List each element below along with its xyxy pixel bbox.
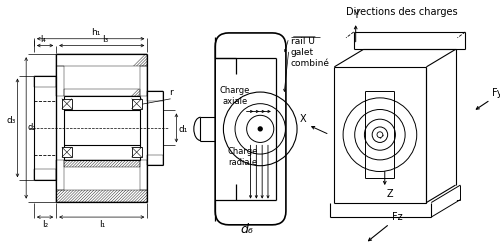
Text: l₁: l₁	[98, 220, 105, 229]
Text: Fy: Fy	[492, 88, 500, 98]
Text: galet
combiné: galet combiné	[291, 48, 330, 68]
Text: d₃: d₃	[6, 116, 16, 125]
Text: Directions des charges: Directions des charges	[346, 7, 458, 17]
Bar	[62, 99, 72, 108]
Text: Y: Y	[353, 10, 358, 20]
Text: h₁: h₁	[91, 28, 100, 37]
Text: X: X	[300, 114, 306, 124]
Text: d₆: d₆	[240, 224, 254, 236]
Bar	[132, 147, 141, 157]
Text: l₂: l₂	[42, 220, 48, 229]
Text: Fz: Fz	[392, 212, 402, 222]
Text: Charge
axiale: Charge axiale	[220, 86, 250, 106]
Circle shape	[377, 132, 383, 138]
Circle shape	[258, 127, 262, 131]
Text: d₂: d₂	[27, 124, 36, 132]
Bar	[62, 147, 72, 157]
Text: rail U: rail U	[291, 37, 314, 46]
Text: d₁: d₁	[178, 125, 188, 134]
Text: Charge
radiale: Charge radiale	[228, 147, 258, 167]
Text: l₃: l₃	[102, 34, 109, 43]
Bar	[132, 99, 141, 108]
Text: r: r	[168, 88, 172, 97]
Text: l₄: l₄	[40, 34, 46, 43]
Text: Z: Z	[386, 189, 394, 199]
